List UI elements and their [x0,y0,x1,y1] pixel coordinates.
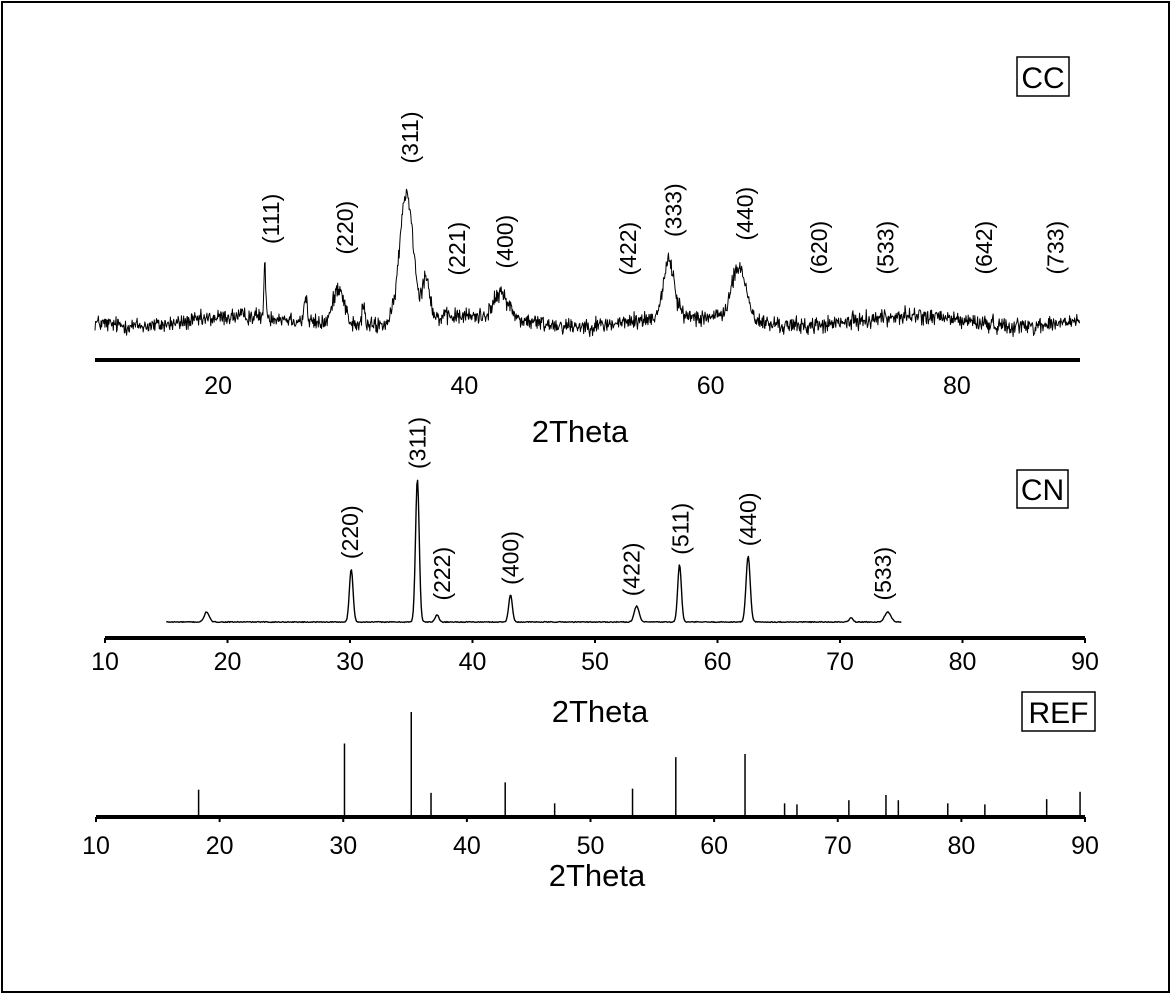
panel-label-box [1016,56,1070,97]
peak-label: (642) [971,221,997,275]
peak-label: (440) [735,493,761,547]
panel-label: CN [1021,474,1064,507]
peak-label: (733) [1042,221,1068,275]
x-tick-label: 40 [453,832,481,860]
peak-label: (220) [332,201,358,255]
x-tick-label: 40 [459,648,487,676]
x-tick-label: 80 [943,372,971,400]
x-tick-label: 60 [700,832,728,860]
peak-label: (400) [492,215,518,269]
x-tick-label: 20 [204,372,232,400]
x-tick-label: 50 [581,648,609,676]
x-tick-label: 20 [214,648,242,676]
peak-label: (422) [615,222,641,276]
x-axis-title: 2Theta [532,414,629,449]
x-tick-label: 70 [824,832,852,860]
x-tick-label: 80 [947,832,975,860]
peak-label: (422) [619,543,645,597]
peak-label: (511) [668,503,694,555]
peak-label: (333) [661,183,687,237]
panel-cc: 20 40 60 80 2Theta CC (111) (220) (311) (221) (400… [94,56,1081,449]
x-tick-label: 90 [1071,832,1099,860]
peak-label: (111) [258,194,284,244]
x-tick-label: 30 [329,832,357,860]
peak-label: (533) [872,221,898,275]
peak-label: (222) [429,547,455,601]
diffraction-pattern-line [94,188,1081,338]
peak-label: (620) [806,221,832,275]
x-tick-label: 80 [949,648,977,676]
x-tick-label: 10 [91,648,119,676]
panel-label: REF [1029,697,1089,730]
x-tick-label: 70 [826,648,854,676]
x-tick-label: 20 [206,832,234,860]
peak-label: (400) [497,531,523,585]
panel-label-box [1016,469,1069,509]
peak-label: (533) [870,547,896,601]
peak-label: (440) [732,187,758,241]
panel-label-box [1021,691,1096,732]
peak-label: (311) [397,112,423,164]
x-tick-label: 90 [1071,648,1099,676]
peak-label: (311) [404,417,430,469]
peak-label: (221) [444,222,470,276]
panel-label: CC [1021,62,1064,95]
diffraction-pattern-line [166,479,902,624]
x-axis-title: 2Theta [549,858,646,893]
x-tick-label: 30 [336,648,364,676]
x-tick-label: 10 [82,832,110,860]
x-tick-label: 60 [704,648,732,676]
x-tick-label: 60 [697,372,725,400]
x-tick-label: 40 [450,372,478,400]
panel-ref: 10 20 30 40 50 60 70 80 90 2Theta REF [82,691,1099,893]
peak-label: (220) [337,505,363,559]
panel-cn: 10 20 30 40 50 60 70 80 90 2Theta CN (220) (311) (222… [91,417,1099,729]
x-axis-title: 2Theta [552,694,649,729]
x-tick-label: 50 [577,832,605,860]
